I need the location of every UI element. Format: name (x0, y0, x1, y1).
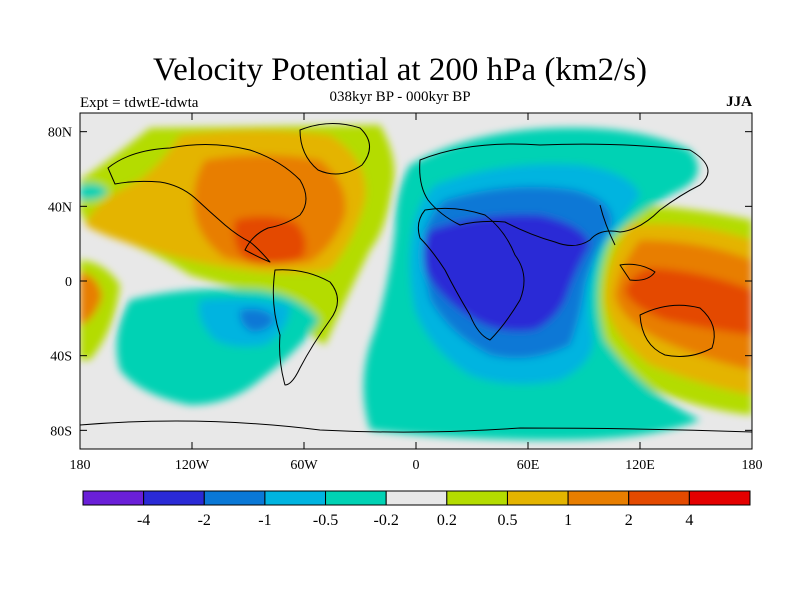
colorbar-label: -4 (137, 512, 150, 529)
colorbar-label: -1 (258, 512, 271, 529)
colorbar-swatch (82, 490, 145, 506)
colorbar-label: -0.5 (313, 512, 338, 529)
colorbar-swatch (203, 490, 266, 506)
y-tick-label: 40S (50, 350, 72, 365)
x-tick-label: 180 (70, 458, 91, 473)
x-tick-label: 60W (290, 458, 318, 473)
colorbar-label: 1 (564, 512, 572, 529)
colorbar-swatch (264, 490, 327, 506)
y-tick-label: 40N (48, 200, 72, 215)
colorbar-swatch (628, 490, 690, 506)
x-tick-label: 60E (517, 458, 540, 473)
y-tick-label: 80N (48, 126, 72, 141)
experiment-label: Expt = tdwtE-tdwta (80, 95, 199, 111)
colorbar-label: 0.5 (497, 512, 517, 529)
x-tick-label: 120E (625, 458, 655, 473)
x-tick-label: 120W (175, 458, 210, 473)
colorbar-label: 0.2 (437, 512, 457, 529)
x-tick-label: 180 (742, 458, 763, 473)
coastlines (80, 123, 752, 433)
colorbar-label: 2 (625, 512, 633, 529)
colorbar-swatch (567, 490, 630, 506)
y-tick-label: 0 (65, 275, 72, 290)
map-title: Velocity Potential at 200 hPa (km2/s) (152, 52, 648, 88)
map-subtitle: 038kyr BP - 000kyr BP (329, 89, 471, 105)
colorbar-swatch (325, 490, 387, 506)
y-tick-label: 80S (50, 424, 72, 439)
colorbar-label: -0.2 (374, 512, 399, 529)
colorbar-swatch (688, 490, 751, 506)
season-label: JJA (726, 94, 752, 110)
colorbar-swatch (385, 490, 448, 506)
colorbar-swatch (143, 490, 205, 506)
colorbar-swatch (446, 490, 508, 506)
contour-field (80, 113, 752, 449)
x-tick-label: 0 (413, 458, 420, 473)
colorbar: -4 -2 -1 -0.5 -0.2 0.2 0.5 1 2 4 (82, 490, 751, 529)
map-axes: 180 120W 60W 0 60E 120E 180 80N 40N 0 40S 80S (48, 113, 763, 473)
colorbar-label: -2 (198, 512, 211, 529)
colorbar-label: 4 (685, 512, 693, 529)
colorbar-swatch (506, 490, 569, 506)
